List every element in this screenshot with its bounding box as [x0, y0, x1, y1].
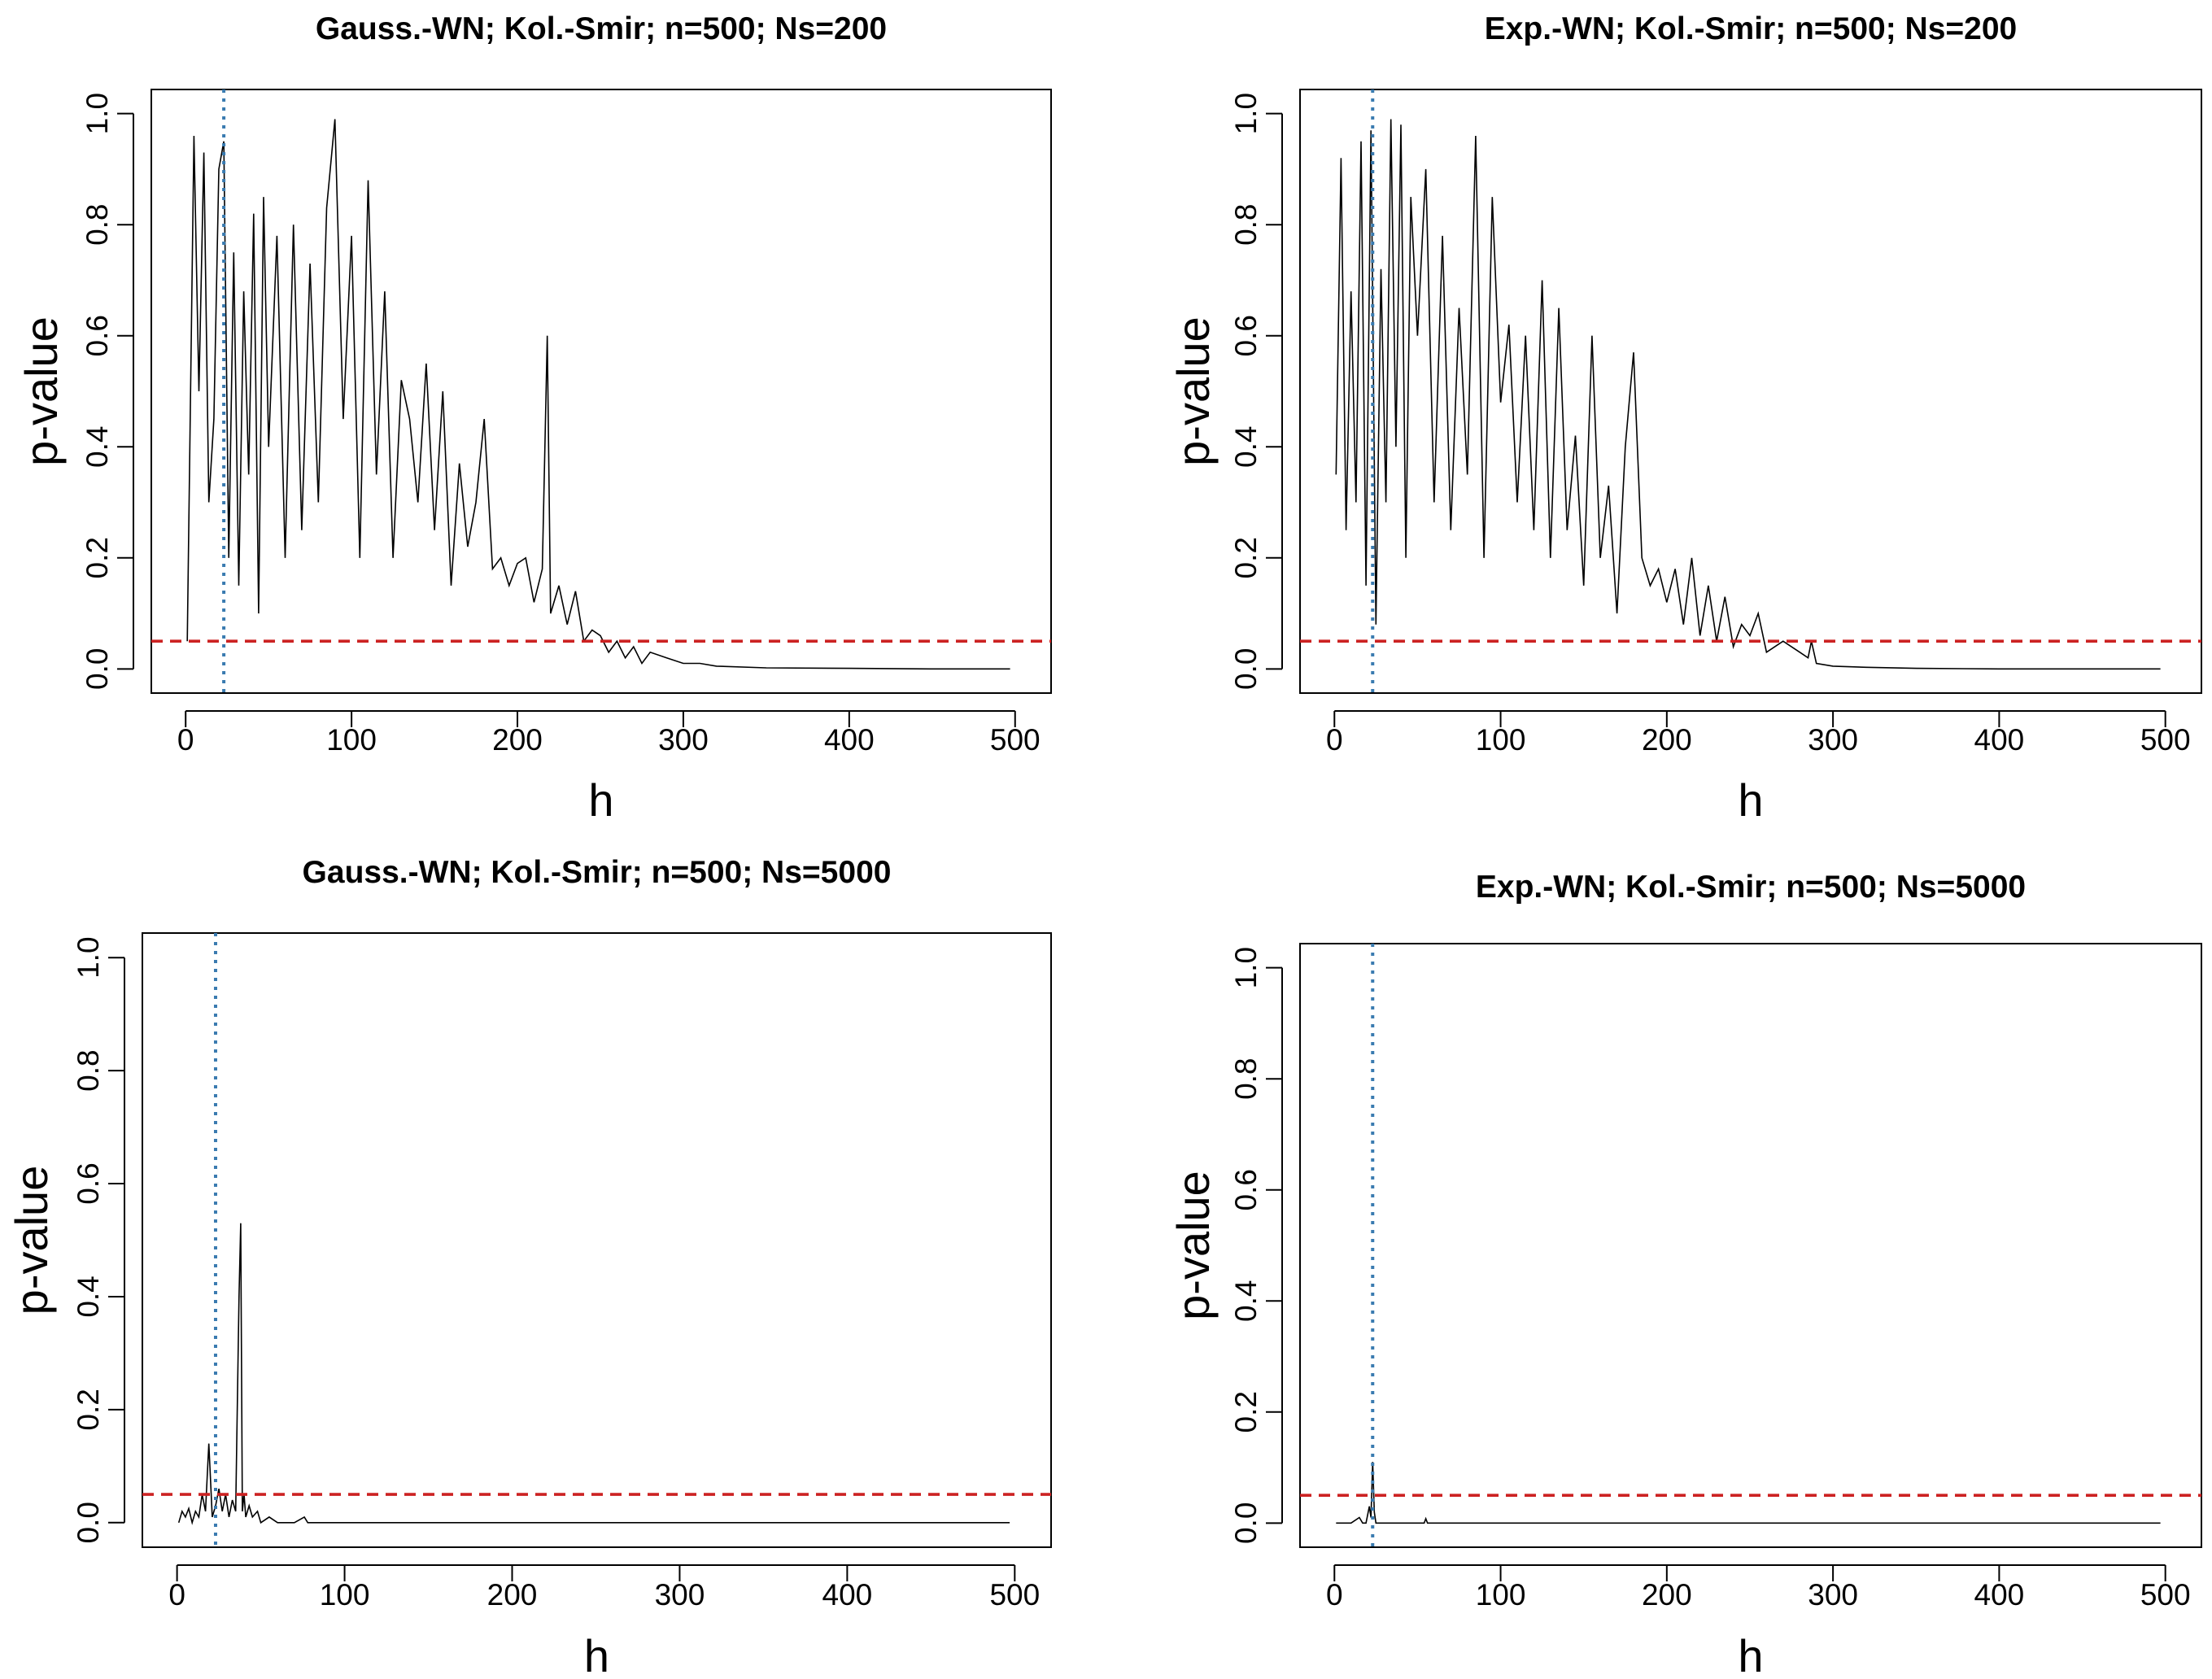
x-tick-label: 100: [326, 723, 377, 757]
y-axis-label: p-value: [1167, 316, 1219, 466]
x-tick-label: 500: [2140, 1578, 2191, 1611]
y-tick-label: 0.6: [81, 315, 114, 356]
plot-panel-3: Gauss.-WN; Kol.-Smir; n=500; Ns=5000 0 100…: [6, 855, 1052, 1679]
y-axis-label: p-value: [15, 316, 67, 466]
x-tick-label: 300: [658, 723, 709, 757]
x-tick-label: 200: [487, 1578, 538, 1611]
x-tick-label: 500: [990, 723, 1041, 757]
plot-panel-1: Gauss.-WN; Kol.-Smir; n=500; Ns=200 0 100 2…: [15, 11, 1052, 826]
plot-panel-4: Exp.-WN; Kol.-Smir; n=500; Ns=5000 0 100 20…: [1167, 870, 2202, 1679]
x-axis-label: h: [584, 1630, 609, 1679]
y-tick-label: 0.8: [1229, 203, 1263, 245]
y-tick-label: 0.2: [81, 537, 114, 578]
y-axis-label: p-value: [1167, 1171, 1219, 1320]
x-tick-label: 100: [1476, 1578, 1526, 1611]
y-tick-label: 0.6: [1229, 315, 1263, 356]
y-tick-label: 0.2: [1229, 1391, 1263, 1433]
x-tick-label: 0: [168, 1578, 185, 1611]
y-tick-label: 0.0: [1229, 648, 1263, 690]
plot-frame: [1299, 89, 2202, 694]
x-tick-label: 0: [177, 723, 194, 757]
y-tick-label: 1.0: [1229, 93, 1263, 134]
y-axis-label: p-value: [6, 1166, 57, 1315]
x-tick-label: 500: [989, 1578, 1040, 1611]
plot-title: Exp.-WN; Kol.-Smir; n=500; Ns=200: [1485, 11, 2018, 46]
p-value-series-line: [1336, 1462, 2161, 1524]
y-tick-label: 0.8: [1229, 1058, 1263, 1099]
y-tick-label: 1.0: [72, 936, 105, 978]
y-tick-label: 0.6: [72, 1162, 105, 1204]
plot-frame: [142, 932, 1052, 1548]
p-value-series-line: [186, 119, 1010, 670]
plot-panel-2: Exp.-WN; Kol.-Smir; n=500; Ns=200 0 100 200…: [1167, 11, 2202, 826]
y-tick-label: 0.4: [1229, 1280, 1263, 1322]
y-tick-label: 0.2: [1229, 537, 1263, 578]
x-tick-label: 200: [1642, 1578, 1692, 1611]
plot-frame: [1299, 943, 2202, 1548]
x-tick-label: 300: [1808, 1578, 1858, 1611]
y-tick-label: 0.2: [72, 1389, 105, 1430]
y-tick-label: 0.4: [81, 426, 114, 468]
plot-title: Exp.-WN; Kol.-Smir; n=500; Ns=5000: [1476, 870, 2026, 905]
x-tick-label: 400: [822, 1578, 873, 1611]
plot-frame: [151, 89, 1052, 694]
x-tick-label: 0: [1326, 1578, 1343, 1611]
x-tick-label: 400: [1974, 1578, 2025, 1611]
x-tick-label: 500: [2140, 723, 2191, 757]
y-tick-label: 0.8: [81, 203, 114, 245]
p-value-series-line: [177, 1223, 1010, 1525]
x-tick-label: 0: [1326, 723, 1343, 757]
plot-title: Gauss.-WN; Kol.-Smir; n=500; Ns=200: [316, 11, 887, 46]
x-axis-label: h: [1738, 1630, 1763, 1679]
p-value-series-line: [1335, 119, 2161, 670]
x-axis-label: h: [588, 774, 613, 826]
y-tick-label: 1.0: [1229, 947, 1263, 988]
x-tick-label: 400: [824, 723, 875, 757]
y-tick-label: 0.6: [1229, 1169, 1263, 1210]
x-axis-label: h: [1738, 774, 1763, 826]
plot-title: Gauss.-WN; Kol.-Smir; n=500; Ns=5000: [303, 855, 892, 890]
x-tick-label: 200: [1642, 723, 1692, 757]
y-tick-label: 1.0: [81, 93, 114, 134]
x-tick-label: 100: [320, 1578, 370, 1611]
x-tick-label: 300: [1808, 723, 1858, 757]
x-tick-label: 100: [1476, 723, 1526, 757]
x-tick-label: 300: [655, 1578, 705, 1611]
y-tick-label: 0.0: [1229, 1502, 1263, 1544]
x-tick-label: 400: [1974, 723, 2025, 757]
y-tick-label: 0.4: [72, 1276, 105, 1317]
x-tick-label: 200: [492, 723, 543, 757]
y-tick-label: 0.8: [72, 1049, 105, 1091]
y-tick-label: 0.4: [1229, 426, 1263, 468]
y-tick-label: 0.0: [72, 1502, 105, 1543]
y-tick-label: 0.0: [81, 648, 114, 690]
